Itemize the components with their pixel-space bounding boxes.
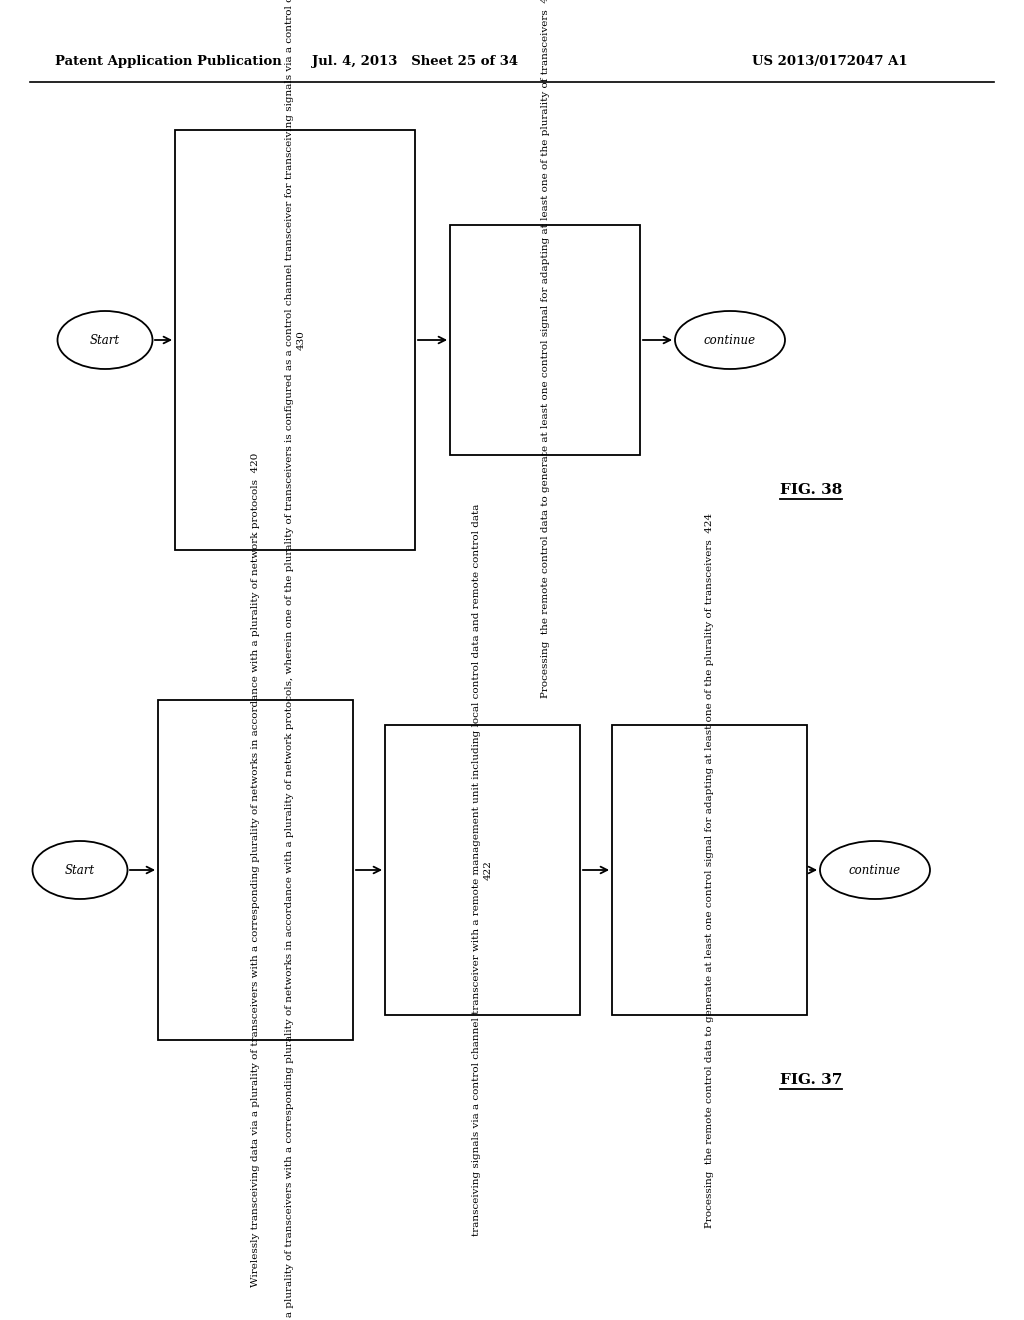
- FancyBboxPatch shape: [158, 700, 353, 1040]
- Text: FIG. 37: FIG. 37: [780, 1073, 843, 1086]
- Text: FIG. 38: FIG. 38: [780, 483, 843, 498]
- FancyBboxPatch shape: [612, 725, 807, 1015]
- Ellipse shape: [820, 841, 930, 899]
- Text: Processing  the remote control data to generate at least one control signal for : Processing the remote control data to ge…: [705, 512, 714, 1228]
- Ellipse shape: [57, 312, 153, 370]
- Text: continue: continue: [703, 334, 756, 346]
- Text: Wirelessly transceiving data via a plurality of transceivers with a correspondin: Wirelessly transceiving data via a plura…: [285, 0, 305, 1320]
- FancyBboxPatch shape: [385, 725, 580, 1015]
- FancyBboxPatch shape: [175, 129, 415, 550]
- Text: Wirelessly transceiving data via a plurality of transceivers with a correspondin: Wirelessly transceiving data via a plura…: [251, 453, 260, 1287]
- Ellipse shape: [675, 312, 785, 370]
- Text: US 2013/0172047 A1: US 2013/0172047 A1: [753, 55, 908, 69]
- Text: Start: Start: [65, 863, 95, 876]
- Text: Processing  the remote control data to generate at least one control signal for : Processing the remote control data to ge…: [541, 0, 550, 697]
- Ellipse shape: [33, 841, 128, 899]
- Text: continue: continue: [849, 863, 901, 876]
- Text: Jul. 4, 2013   Sheet 25 of 34: Jul. 4, 2013 Sheet 25 of 34: [312, 55, 518, 69]
- Text: Start: Start: [90, 334, 120, 346]
- FancyBboxPatch shape: [450, 224, 640, 455]
- Text: Patent Application Publication: Patent Application Publication: [55, 55, 282, 69]
- Text: transceiving signals via a control channel transceiver with a remote management : transceiving signals via a control chann…: [472, 504, 493, 1237]
